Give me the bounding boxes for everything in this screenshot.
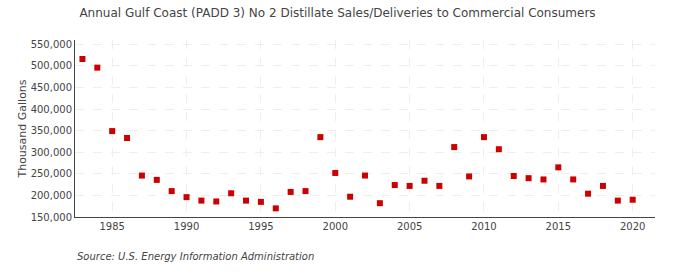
svg-text:250,000: 250,000 (31, 168, 72, 179)
svg-text:Annual Gulf Coast (PADD 3) No: Annual Gulf Coast (PADD 3) No 2 Distilla… (79, 6, 595, 20)
svg-text:2000: 2000 (323, 221, 348, 232)
svg-text:150,000: 150,000 (31, 212, 72, 223)
svg-text:200,000: 200,000 (31, 190, 72, 201)
svg-text:Source: U.S. Energy Informatio: Source: U.S. Energy Information Administ… (77, 251, 314, 262)
svg-text:450,000: 450,000 (31, 82, 72, 93)
svg-text:Thousand Gallons: Thousand Gallons (16, 79, 29, 178)
svg-text:2015: 2015 (546, 221, 571, 232)
svg-text:1990: 1990 (174, 221, 199, 232)
svg-text:2020: 2020 (620, 221, 645, 232)
svg-text:500,000: 500,000 (31, 60, 72, 71)
svg-text:1995: 1995 (248, 221, 273, 232)
svg-text:550,000: 550,000 (31, 39, 72, 50)
svg-text:350,000: 350,000 (31, 125, 72, 136)
svg-text:300,000: 300,000 (31, 147, 72, 158)
svg-text:400,000: 400,000 (31, 104, 72, 115)
svg-text:2010: 2010 (471, 221, 496, 232)
svg-text:1985: 1985 (99, 221, 124, 232)
svg-text:2005: 2005 (397, 221, 422, 232)
